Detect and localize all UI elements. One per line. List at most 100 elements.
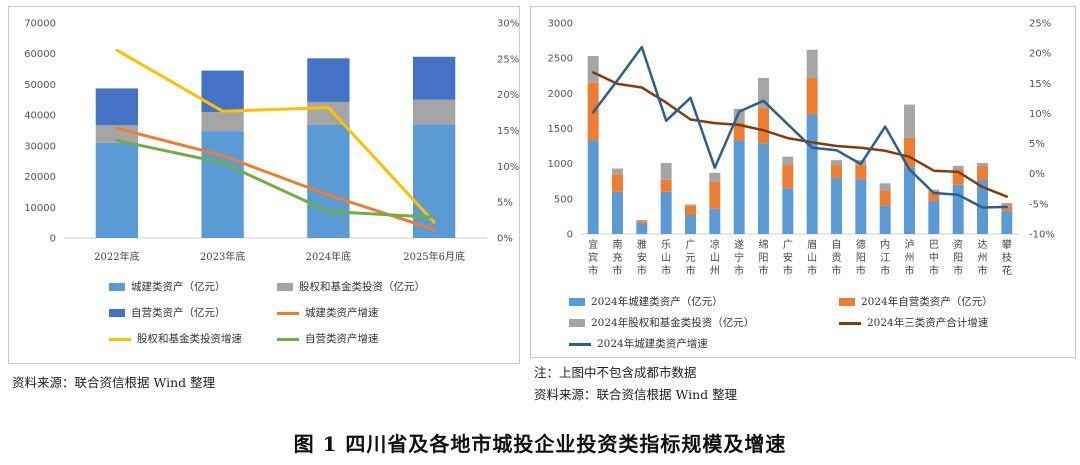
figure-caption: 图 1 四川省及各地市城投企业投资类指标规模及增速 [293,432,787,456]
legend-swatch [277,311,299,315]
y-right-tick-label: 20% [497,90,519,101]
bar-1-15 [952,169,964,185]
bar-2-6 [733,108,745,123]
series-line-0 [115,126,436,231]
bar-0-12 [879,205,891,234]
x-category-label: 2023年底 [200,250,245,263]
legend-item: 2024年自营类资产（亿元） [839,294,993,309]
bar-2-0 [95,88,139,126]
y-left-tick-label: 70000 [24,19,56,30]
x-category-label: 德阳市 [856,238,866,277]
x-category-label: 广元市 [686,239,696,277]
x-category-label: 雅安市 [637,238,647,277]
legend-item: 2024年股权和基金类投资（亿元） [569,315,754,330]
bar-1-12 [879,190,891,206]
y-right-tick-label: 25% [1029,19,1051,30]
legend-swatch [109,337,131,341]
bar-2-15 [952,165,964,170]
bar-2-5 [709,172,721,182]
legend-label: 城建类资产（亿元） [131,281,226,293]
bar-2-16 [977,162,988,167]
bar-0-15 [952,184,964,234]
legend-item: 股权和基金类投资（亿元） [277,279,425,294]
y-right-tick-label: 15% [497,126,519,137]
bar-1-13 [904,137,915,168]
bar-0-17 [1001,210,1013,234]
y-left-tick-label: 0 [50,234,56,245]
legend-label: 2024年股权和基金类投资（亿元） [591,317,755,329]
y-right-tick-label: 0% [1029,169,1045,180]
bar-2-8 [782,156,794,166]
legend-item: 自营类资产（亿元） [109,305,226,320]
bar-0-1 [612,191,623,234]
legend-item: 城建类资产增速 [277,305,379,320]
y-left-tick-label: 60000 [24,49,56,60]
y-right-tick-label: 0% [497,234,513,245]
bar-0-7 [758,143,769,234]
x-category-label: 遂宁市 [734,238,744,277]
y-left-tick-label: 40000 [24,111,56,122]
legend-label: 自营类资产增速 [305,333,379,345]
bar-1-3 [660,179,672,192]
x-category-label: 攀枝花 [1002,238,1012,277]
bar-2-3 [412,56,456,100]
bar-2-3 [660,162,672,180]
legend-item: 自营类资产增速 [277,331,379,346]
y-right-tick-label: 30% [497,19,519,30]
bar-2-1 [201,70,244,113]
y-left-tick-label: 20000 [24,172,56,183]
y-right-tick-label: 5% [1029,139,1045,150]
y-left-tick-label: 10000 [24,203,56,214]
x-category-label: 凉山州 [710,238,720,277]
bar-0-9 [806,114,818,234]
bar-1-3 [412,99,456,125]
legend-swatch [277,337,299,341]
bar-0-0 [95,142,139,238]
bar-1-10 [831,165,842,179]
bar-1-6 [733,122,745,141]
left-chart: 0 10000 20000 30000 40000 50000 60000 70000 0% 5%… [24,19,519,264]
y-right-tick-label: -5% [1029,199,1048,210]
bar-1-8 [782,165,794,189]
legend-label: 2024年自营类资产（亿元） [861,296,993,308]
bar-0-13 [904,167,915,234]
bar-1-1 [612,174,623,192]
bar-2-2 [636,219,648,222]
x-category-label: 泸州市 [905,239,915,277]
legend-label: 城建类资产增速 [305,307,379,319]
bar-0-3 [412,124,456,238]
bar-1-2 [636,221,648,224]
y-right-tick-label: 20% [1029,49,1051,60]
bar-0-8 [782,188,794,234]
x-category-label: 自贡市 [832,238,842,277]
legend-swatch [839,321,861,325]
x-category-label: 达州市 [978,239,988,277]
bar-2-7 [758,77,769,109]
bar-1-1 [201,112,244,132]
x-category-label: 2025年6月底 [403,250,465,263]
bar-1-16 [977,166,988,180]
legend-label: 股权和基金类投资（亿元） [299,281,425,293]
x-category-label: 南充市 [613,238,623,277]
x-category-label: 巴中市 [929,239,939,277]
y-left-tick-label: 2500 [548,54,573,65]
right-chart-panel: 0 500 1000 1500 2000 2500 3000 -10% -5% 0% 5% 10% 15… [530,6,1076,358]
legend-label: 2024年三类资产合计增速 [867,317,989,329]
legend-item: 2024年三类资产合计增速 [839,315,988,330]
legend-swatch [109,283,125,291]
y-right-tick-label: -10% [1029,230,1055,241]
bar-1-5 [709,181,721,209]
y-left-tick-label: 500 [554,194,573,205]
bar-2-9 [806,49,818,78]
bar-0-0 [587,140,599,234]
series-line-1 [115,48,436,224]
bar-2-10 [831,160,842,166]
y-left-tick-label: 1500 [548,124,573,135]
legend-swatch [839,298,855,306]
legend-label: 2024年城建类资产（亿元） [591,296,723,308]
bar-2-0 [587,56,599,83]
right-source-note: 资料来源：联合资信根据 Wind 整理 [534,387,738,402]
x-category-label: 宜宾市 [588,238,598,277]
bar-1-7 [758,108,769,144]
legend-label: 自营类资产（亿元） [131,307,226,319]
